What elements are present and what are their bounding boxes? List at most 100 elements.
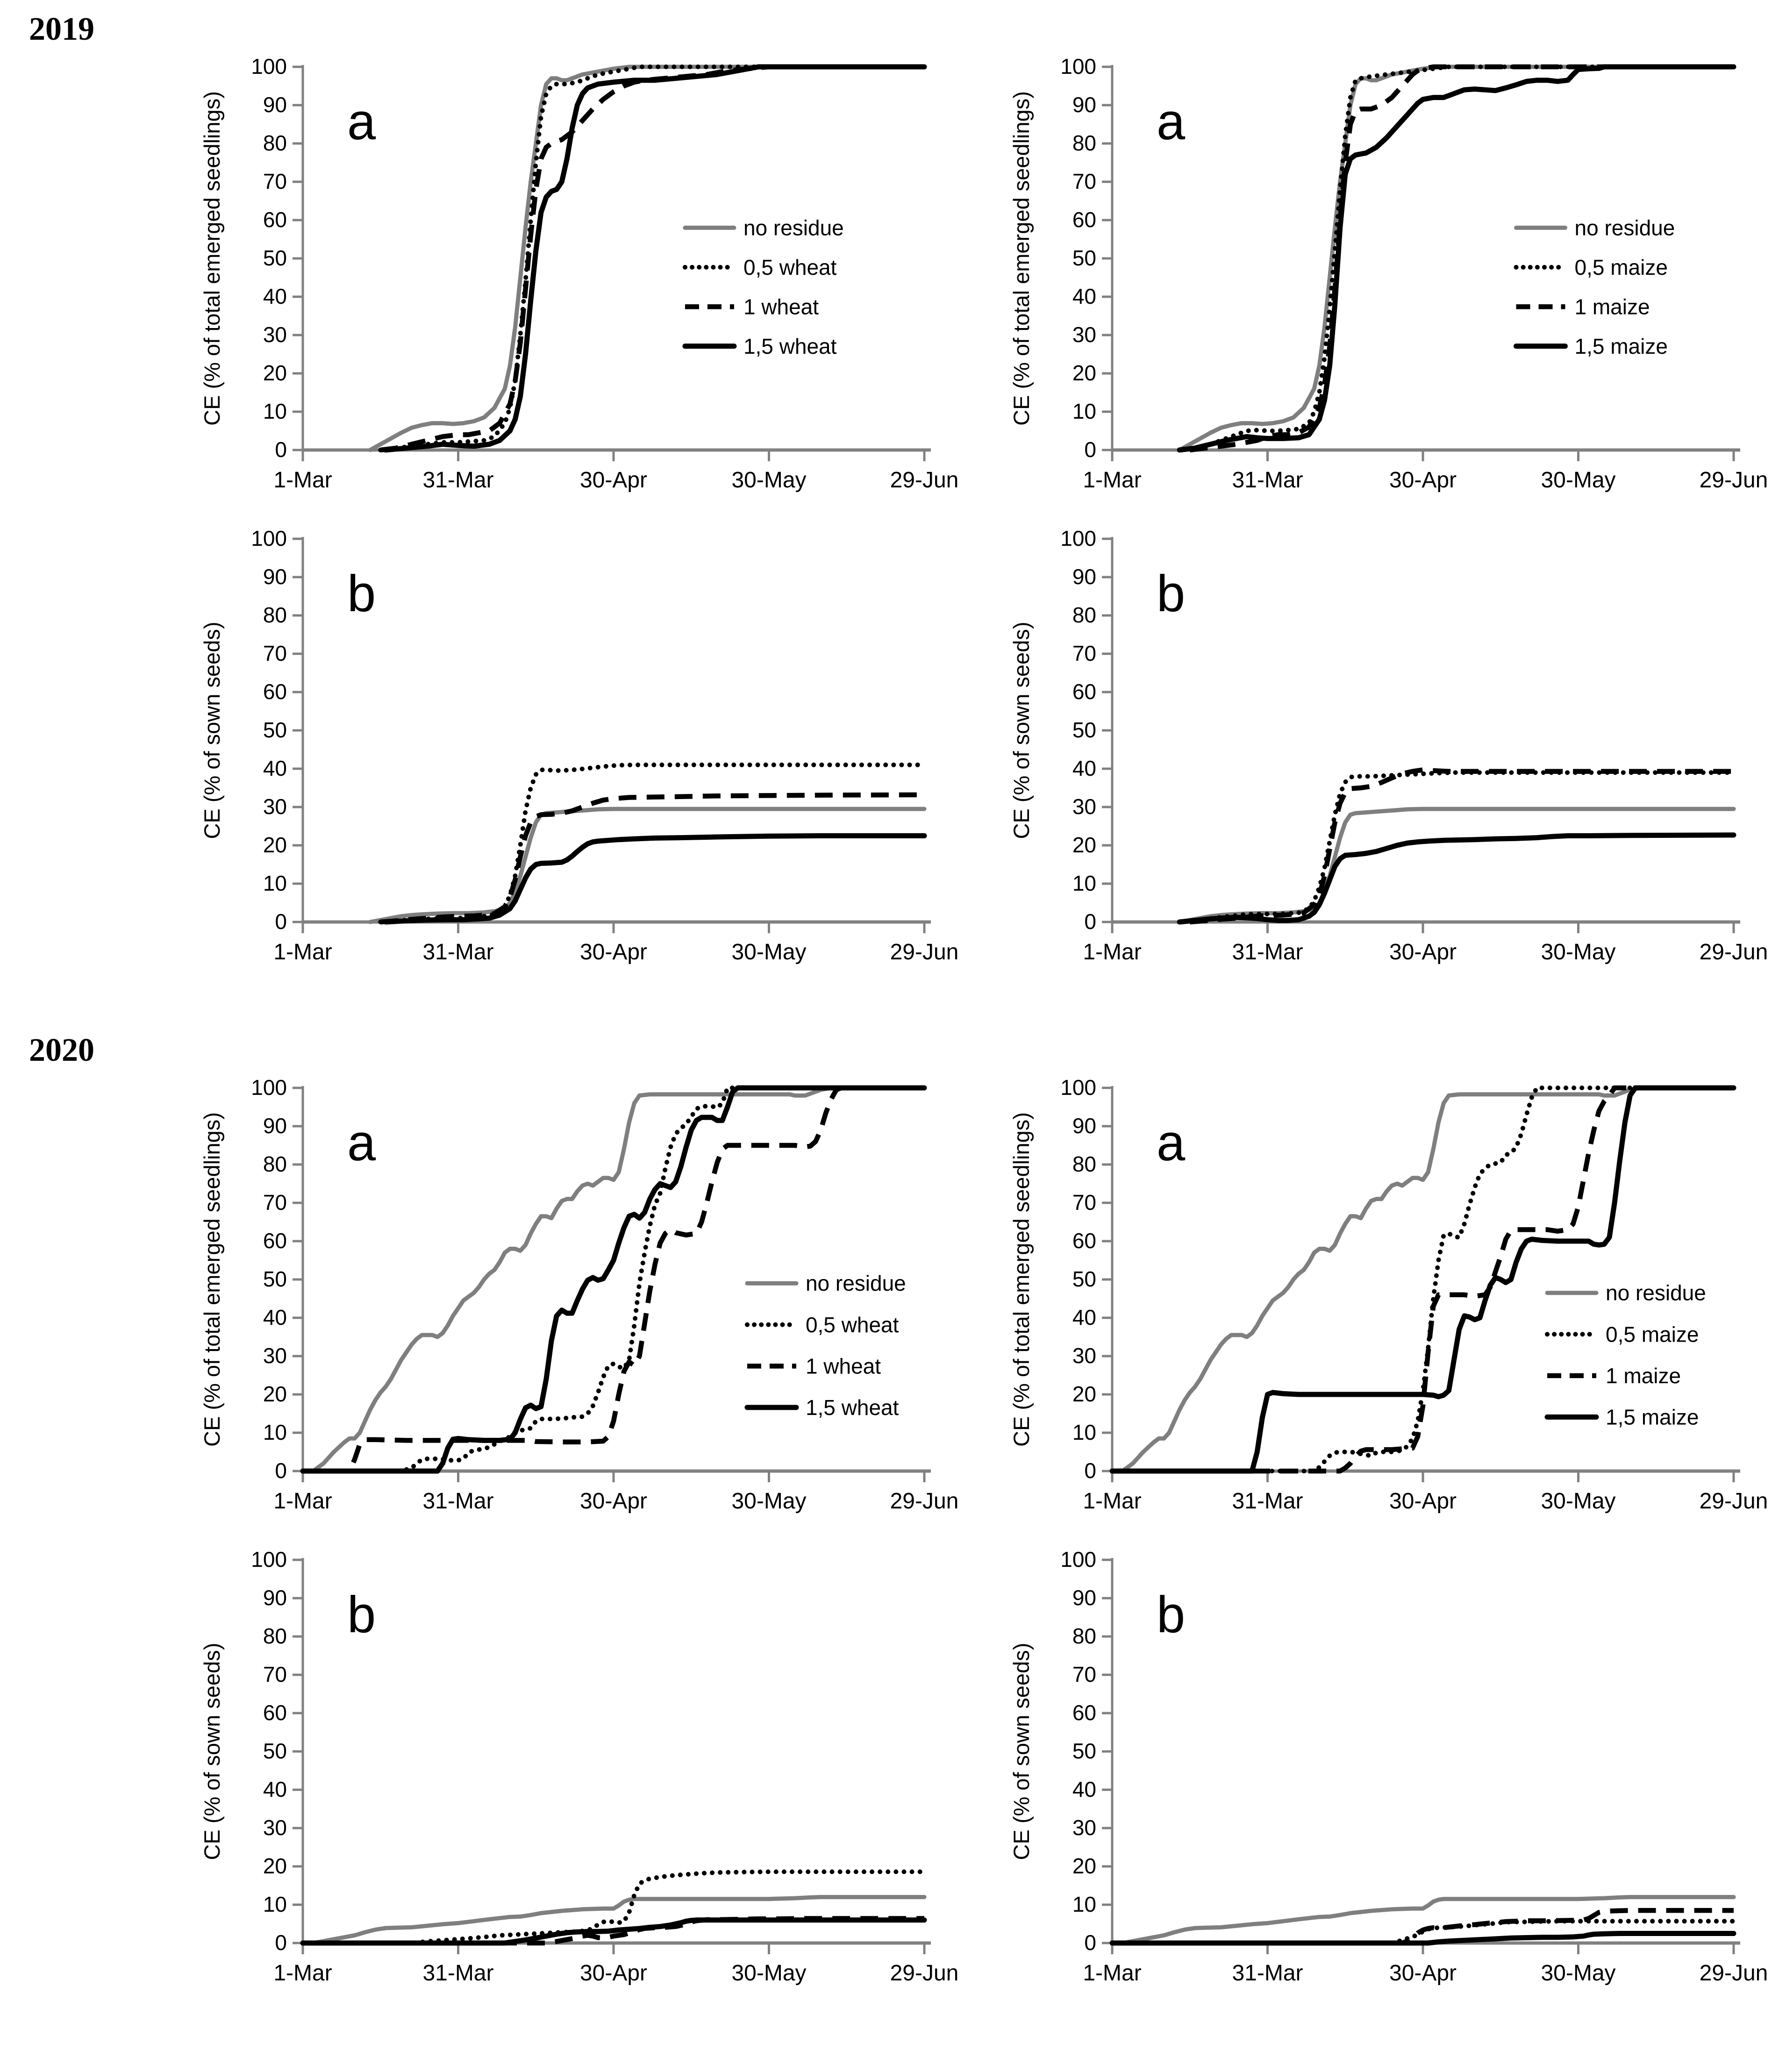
series-line-no-residue — [1177, 807, 1736, 924]
y-tick-label: 0 — [275, 1930, 287, 1955]
x-tick-label: 29-Jun — [890, 1961, 959, 1986]
y-tick-label: 0 — [1084, 909, 1096, 934]
y-tick-label: 20 — [1072, 833, 1096, 857]
panel-letter: b — [1157, 565, 1185, 622]
x-tick-label: 1-Mar — [1083, 1961, 1141, 1986]
x-tick-label: 29-Jun — [1700, 940, 1768, 965]
x-tick-label: 31-Mar — [1232, 468, 1303, 493]
y-tick-label: 30 — [263, 322, 287, 347]
y-tick-label: 40 — [1072, 1777, 1096, 1801]
series-line-1-5-wheat — [383, 64, 927, 453]
legend-label: 0,5 wheat — [743, 255, 837, 279]
x-tick-label: 29-Jun — [1700, 1489, 1768, 1514]
x-tick-label: 30-May — [1541, 940, 1615, 965]
y-tick-label: 0 — [1084, 1458, 1096, 1483]
y-tick-label: 70 — [1072, 1662, 1096, 1686]
y-tick-label: 80 — [1072, 1152, 1096, 1176]
legend-label: 1,5 wheat — [806, 1395, 899, 1420]
y-tick-label: 60 — [1072, 207, 1096, 232]
y-tick-label: 50 — [263, 718, 287, 742]
series-line-1-5-maize — [1109, 1931, 1736, 1946]
series-line-0-5-maize — [1177, 770, 1736, 924]
y-tick-label: 70 — [263, 1662, 287, 1686]
y-tick-label: 40 — [1072, 1305, 1096, 1329]
x-tick-label: 30-Apr — [580, 468, 647, 493]
series-line-no-residue — [1177, 64, 1736, 452]
chart-c2020_wheat_a: 0 10 20 30 40 50 60 70 80 90 100 1-Mar 31-Mar 30-Apr 3… — [191, 1067, 976, 1539]
series-line-1-5-wheat — [300, 1085, 927, 1474]
y-axis-title: CE (% of total emerged seedlings) — [1009, 1112, 1034, 1447]
y-axis-title: CE (% of sown seeds) — [200, 622, 224, 839]
y-tick-label: 20 — [263, 361, 287, 385]
x-tick-label: 1-Mar — [273, 1961, 332, 1986]
y-tick-label: 80 — [1072, 603, 1096, 627]
y-tick-label: 80 — [263, 603, 287, 627]
series-line-0-5-wheat — [378, 762, 927, 924]
y-tick-label: 50 — [263, 1267, 287, 1291]
x-tick-label: 29-Jun — [890, 468, 959, 493]
x-tick-label: 31-Mar — [1232, 940, 1303, 965]
y-tick-label: 40 — [263, 756, 287, 780]
y-tick-label: 80 — [263, 131, 287, 155]
y-axis-title: CE (% of sown seeds) — [200, 1643, 224, 1860]
y-tick-label: 80 — [263, 1624, 287, 1648]
y-tick-label: 10 — [1072, 399, 1096, 423]
y-axis-title: CE (% of sown seeds) — [1009, 1643, 1034, 1860]
series-line-no-residue — [311, 1086, 927, 1473]
panel-letter: b — [1157, 1586, 1185, 1643]
x-tick-label: 30-May — [731, 1961, 806, 1986]
charts-row-2019-a: 0 10 20 30 40 50 60 70 80 90 100 1-Mar 31-Mar 30-Apr 3… — [191, 46, 1779, 518]
chart-c2019_wheat_a: 0 10 20 30 40 50 60 70 80 90 100 1-Mar 31-Mar 30-Apr 3… — [191, 46, 976, 518]
charts-row-2020-b: 0 10 20 30 40 50 60 70 80 90 100 1-Mar 31-Mar 30-Apr 3… — [191, 1539, 1779, 2011]
x-tick-label: 31-Mar — [1232, 1961, 1303, 1986]
legend-label: 1 maize — [1606, 1364, 1681, 1388]
legend: no residue 0,5 maize 1 maize 1,5 maize — [1544, 1281, 1706, 1429]
y-tick-label: 50 — [263, 246, 287, 270]
year-heading-2019: 2019 — [29, 11, 94, 47]
series-line-1-maize — [1189, 767, 1734, 925]
y-tick-label: 60 — [1072, 1700, 1096, 1725]
y-tick-label: 30 — [263, 794, 287, 819]
y-tick-label: 40 — [1072, 284, 1096, 308]
panel-letter: b — [347, 565, 376, 622]
y-tick-label: 90 — [263, 564, 287, 589]
series-line-0-5-wheat — [300, 1086, 927, 1473]
series-line-1-5-maize — [1177, 832, 1736, 925]
legend: no residue 0,5 wheat 1 wheat 1,5 wheat — [682, 215, 844, 358]
panel-letter: a — [347, 93, 376, 150]
y-tick-label: 60 — [263, 207, 287, 232]
chart-svg-c2020_wheat_a: 0 10 20 30 40 50 60 70 80 90 100 1-Mar 31-Mar 30-Apr 3… — [200, 1075, 958, 1514]
x-tick-label: 30-May — [1541, 468, 1615, 493]
y-tick-label: 80 — [1072, 1624, 1096, 1648]
y-tick-label: 60 — [263, 1229, 287, 1253]
y-tick-label: 50 — [1072, 718, 1096, 742]
y-tick-label: 80 — [1072, 131, 1096, 155]
series-line-1-5-maize — [1177, 64, 1736, 453]
legend-label: no residue — [743, 215, 844, 240]
legend-label: 1 wheat — [806, 1354, 881, 1378]
y-tick-label: 30 — [1072, 794, 1096, 819]
y-tick-label: 30 — [1072, 1815, 1096, 1840]
legend-label: no residue — [1575, 215, 1675, 240]
y-tick-label: 100 — [1060, 1075, 1096, 1100]
x-tick-label: 1-Mar — [273, 468, 332, 493]
y-tick-label: 0 — [1084, 1930, 1096, 1955]
y-tick-label: 100 — [251, 54, 287, 79]
y-tick-label: 10 — [1072, 1420, 1096, 1444]
y-tick-label: 70 — [263, 641, 287, 665]
series-line-0-5-wheat — [300, 1869, 927, 1945]
y-axis-title: CE (% of total emerged seedlings) — [200, 1112, 224, 1447]
y-tick-label: 0 — [275, 437, 287, 462]
chart-c2020_maize_b: 0 10 20 30 40 50 60 70 80 90 100 1-Mar 31-Mar 30-Apr 3… — [1000, 1539, 1779, 2011]
panel-letter: b — [347, 1586, 376, 1643]
y-tick-label: 40 — [1072, 756, 1096, 780]
x-tick-label: 29-Jun — [1700, 1961, 1768, 1986]
x-tick-label: 1-Mar — [1083, 940, 1141, 965]
y-tick-label: 60 — [263, 1700, 287, 1725]
y-tick-label: 10 — [1072, 871, 1096, 895]
x-tick-label: 30-May — [1541, 1961, 1615, 1986]
chart-c2019_wheat_b: 0 10 20 30 40 50 60 70 80 90 100 1-Mar 31-Mar 30-Apr 3… — [191, 518, 976, 990]
panel-letter: a — [347, 1114, 376, 1172]
x-tick-label: 30-Apr — [580, 940, 647, 965]
series-line-no-residue — [368, 64, 927, 452]
